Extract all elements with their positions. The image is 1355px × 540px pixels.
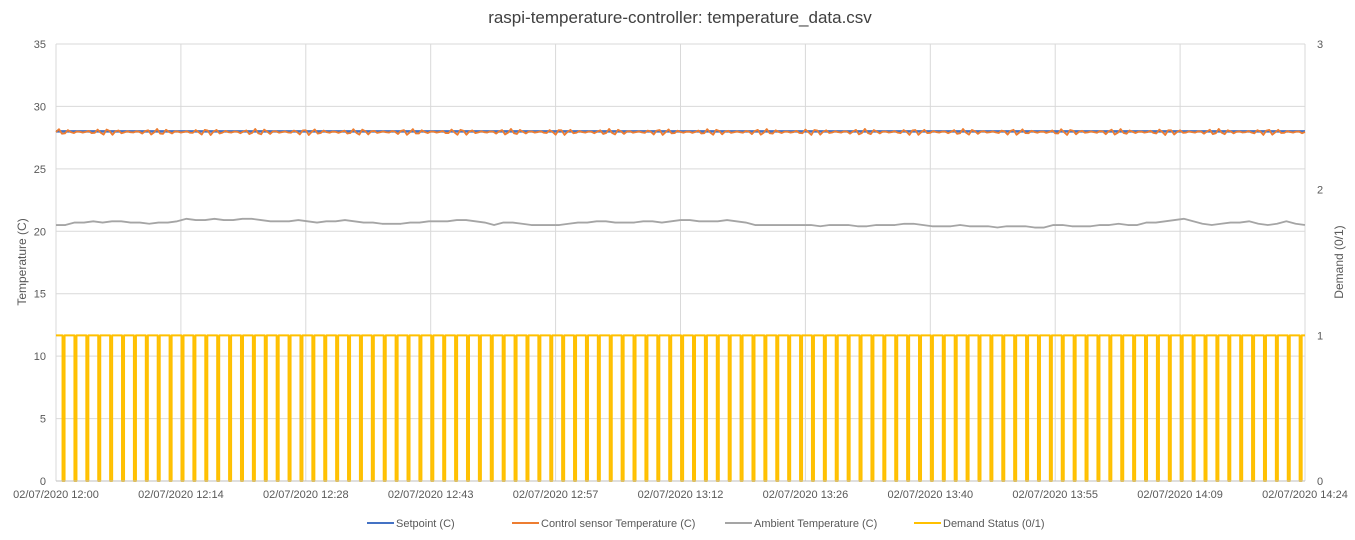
series-line-control-sensor-temperature-c — [55, 128, 1306, 136]
y-tick-label: 30 — [34, 101, 46, 113]
x-tick-label: 02/07/2020 14:09 — [1137, 489, 1223, 501]
legend-label: Control sensor Temperature (C) — [541, 518, 695, 530]
y2-tick-label: 2 — [1317, 185, 1323, 197]
y-tick-label: 5 — [40, 414, 46, 426]
x-tick-label: 02/07/2020 12:00 — [13, 489, 99, 501]
x-tick-label: 02/07/2020 13:55 — [1012, 489, 1098, 501]
x-tick-label: 02/07/2020 12:14 — [138, 489, 224, 501]
y-axis-title: Temperature (C) — [15, 218, 29, 305]
x-tick-label: 02/07/2020 14:24 — [1262, 489, 1348, 501]
y-tick-label: 10 — [34, 351, 46, 363]
y-tick-label: 15 — [34, 289, 46, 301]
y-tick-label: 35 — [34, 39, 46, 51]
y2-axis-title: Demand (0/1) — [1332, 225, 1346, 298]
x-tick-label: 02/07/2020 13:12 — [638, 489, 724, 501]
x-tick-label: 02/07/2020 13:26 — [763, 489, 849, 501]
x-tick-label: 02/07/2020 12:28 — [263, 489, 349, 501]
chart-title: raspi-temperature-controller: temperatur… — [488, 8, 872, 27]
axes: 0 5 10 15 20 25 30 35 0 1 2 3 02/07/2020 12:00 02/07/… — [13, 39, 1348, 501]
y-tick-label: 20 — [34, 226, 46, 238]
series-line-ambient-temperature-c — [56, 217, 1306, 229]
y-tick-label: 0 — [40, 476, 46, 488]
x-tick-label: 02/07/2020 13:40 — [887, 489, 973, 501]
legend: Setpoint (C) Control sensor Temperature (… — [367, 518, 1045, 530]
y2-tick-label: 1 — [1317, 330, 1323, 342]
y2-tick-label: 3 — [1317, 39, 1323, 51]
x-tick-label: 02/07/2020 12:57 — [513, 489, 599, 501]
y-tick-label: 25 — [34, 164, 46, 176]
y2-tick-label: 0 — [1317, 476, 1323, 488]
legend-label: Demand Status (0/1) — [943, 518, 1045, 530]
legend-label: Setpoint (C) — [396, 518, 455, 530]
legend-label: Ambient Temperature (C) — [754, 518, 877, 530]
x-tick-label: 02/07/2020 12:43 — [388, 489, 474, 501]
series-line-demand-status-0-1 — [56, 334, 1305, 482]
